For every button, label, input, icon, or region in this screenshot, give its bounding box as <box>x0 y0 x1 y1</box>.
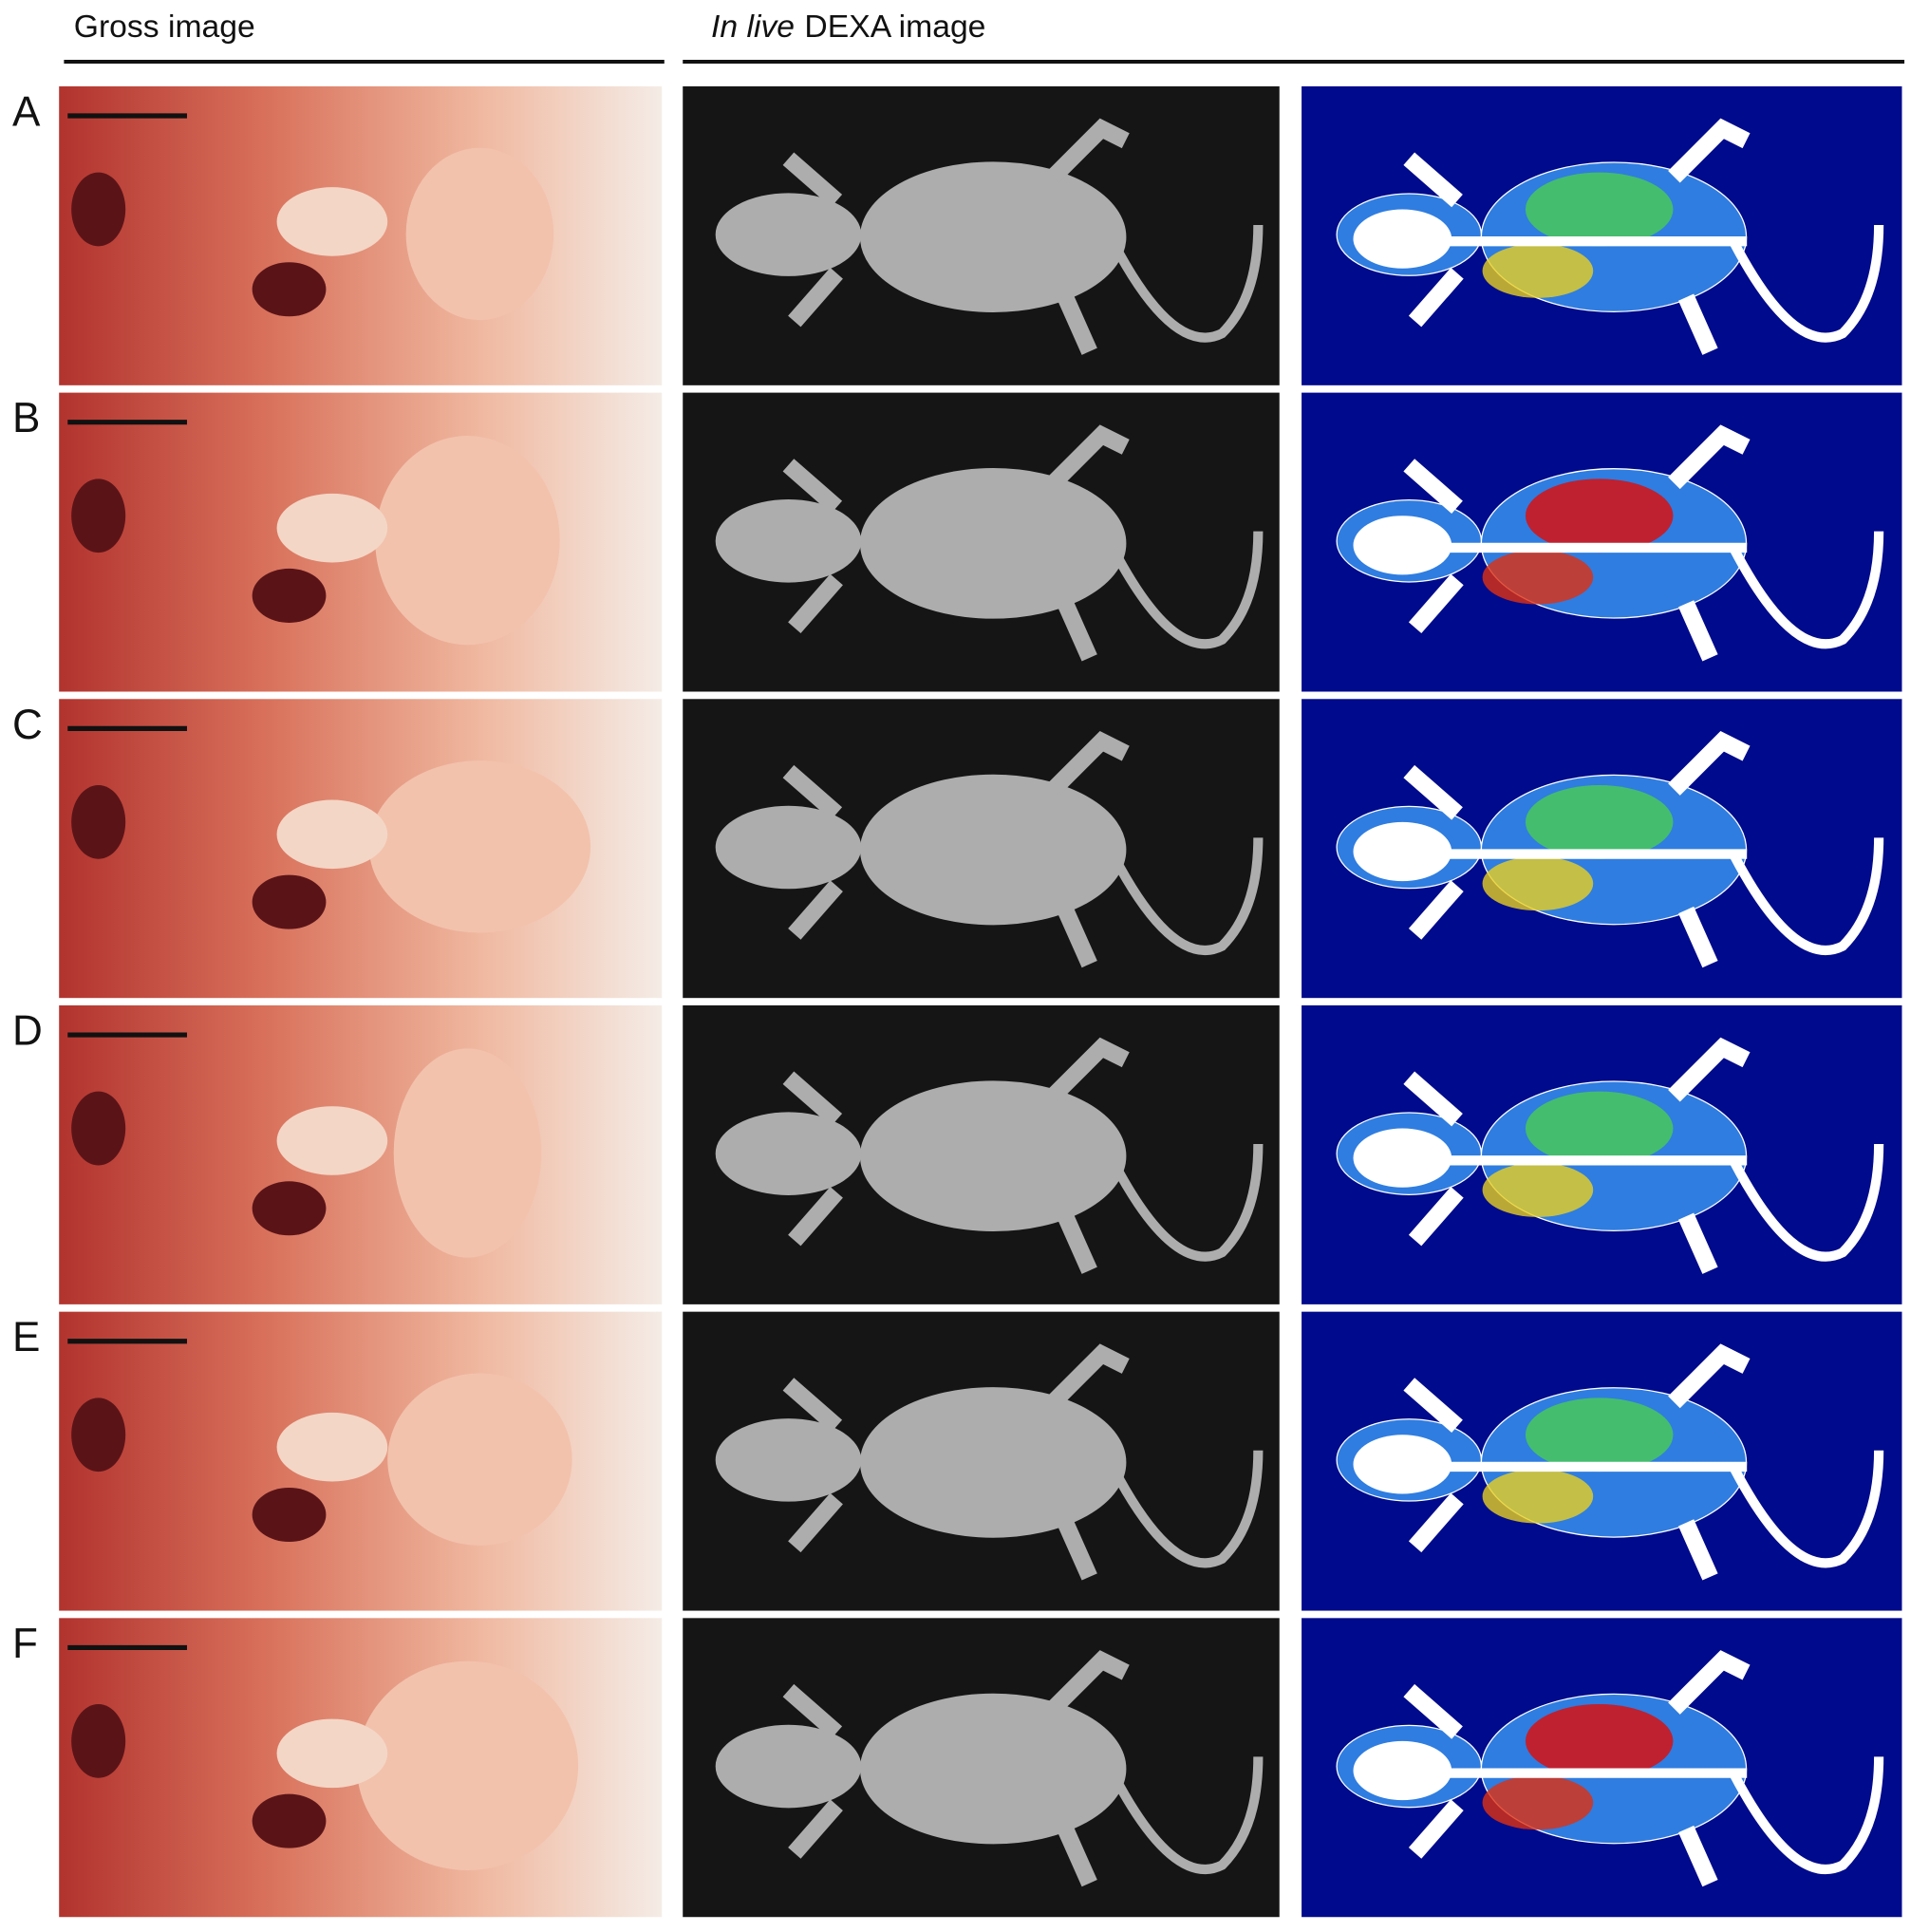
organ <box>71 478 126 553</box>
row-label: B <box>12 395 40 441</box>
skull <box>1353 1740 1452 1801</box>
tumor <box>387 1373 572 1546</box>
row-label: E <box>12 1314 40 1360</box>
fat-region <box>1482 1162 1594 1217</box>
skull <box>1353 821 1452 882</box>
tissue <box>276 1412 388 1482</box>
tumor <box>405 147 554 321</box>
skull <box>1353 1435 1452 1494</box>
tumor <box>393 1048 542 1258</box>
fat-region <box>1525 1091 1674 1166</box>
fat-region <box>1482 1775 1594 1830</box>
organ <box>252 874 327 929</box>
fat-region <box>1525 1397 1674 1472</box>
tissue <box>276 493 388 563</box>
organ <box>71 172 126 247</box>
tissue <box>276 1718 388 1789</box>
tissue <box>276 187 388 256</box>
organ <box>71 1397 126 1472</box>
organ <box>71 785 126 859</box>
column-header: In live DEXA image <box>711 9 985 45</box>
tissue <box>276 1106 388 1175</box>
fat-region <box>1525 1704 1674 1778</box>
tumor <box>356 1660 579 1870</box>
skull <box>1353 209 1452 269</box>
row-label: F <box>12 1621 38 1667</box>
fat-region <box>1525 172 1674 247</box>
tumor <box>368 760 591 933</box>
row-label: D <box>12 1007 43 1054</box>
tissue <box>276 799 388 870</box>
fat-region <box>1525 785 1674 859</box>
tumor <box>375 435 560 646</box>
row-label: C <box>12 702 43 748</box>
organ <box>71 1704 126 1778</box>
organ <box>252 1181 327 1236</box>
header-italic: In live <box>711 9 795 45</box>
fat-region <box>1525 478 1674 553</box>
fat-region <box>1482 856 1594 911</box>
organ <box>71 1091 126 1166</box>
column-header: Gross image <box>74 9 255 45</box>
organ <box>252 1487 327 1542</box>
header-rest: DEXA image <box>804 9 985 45</box>
organ <box>252 568 327 623</box>
fat-region <box>1482 550 1594 605</box>
fat-region <box>1482 1469 1594 1524</box>
skull <box>1353 516 1452 575</box>
organ <box>252 262 327 317</box>
row-label: A <box>12 88 41 135</box>
rows: A B C D E F <box>12 85 1902 1918</box>
fat-region <box>1482 243 1594 298</box>
skull <box>1353 1128 1452 1188</box>
organ <box>252 1793 327 1848</box>
